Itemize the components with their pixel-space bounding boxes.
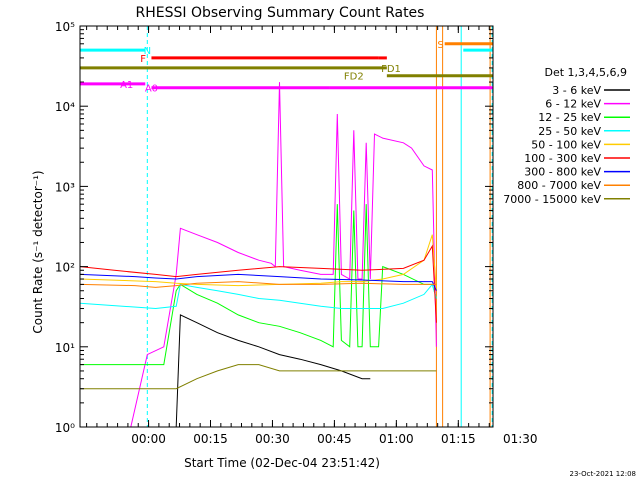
series-line-7: [80, 273, 437, 291]
legend-label: 25 - 50 keV: [538, 125, 601, 138]
series-line-4: [80, 283, 437, 310]
y-tick-label: 10¹: [55, 341, 75, 355]
legend-label: 7000 - 15000 keV: [503, 193, 601, 206]
y-tick-label: 10⁰: [55, 421, 75, 435]
plot-area: 00:00 00:15 00:30 00:45 01:00 01:15 01:30 10⁰ 10…: [55, 20, 538, 446]
series-line-9: [80, 364, 437, 390]
flag-label: A1: [120, 80, 133, 91]
series-line-2: [80, 82, 437, 427]
flag-label: FD2: [344, 72, 364, 83]
y-tick-label: 10⁴: [55, 100, 75, 114]
legend-title: Det 1,3,4,5,6,9: [544, 66, 627, 79]
legend-label: 12 - 25 keV: [538, 111, 601, 124]
series-line-5: [80, 234, 437, 291]
x-axis-label: Start Time (02-Dec-04 23:51:42): [184, 456, 380, 470]
x-tick-label: 00:00: [131, 432, 166, 446]
y-tick-label: 10²: [55, 261, 75, 275]
legend-label: 3 - 6 keV: [552, 84, 601, 97]
plot-frame: [79, 25, 494, 428]
flag-label: FD1: [381, 64, 401, 75]
flag-label: F: [140, 54, 146, 65]
series-line-1: [175, 314, 371, 427]
x-tick-label: 01:15: [441, 432, 476, 446]
y-tick-label: 10³: [55, 180, 75, 194]
footer-timestamp: 23-Oct-2021 12:08: [570, 470, 636, 478]
x-tick-label: 01:00: [379, 432, 414, 446]
legend-label: 800 - 7000 keV: [517, 179, 601, 192]
chart-title: RHESSI Observing Summary Count Rates: [136, 5, 425, 21]
x-tick-label: 00:30: [255, 432, 290, 446]
flag-label: S: [437, 40, 443, 51]
x-tick-label: 00:45: [317, 432, 352, 446]
x-tick-label: 00:15: [193, 432, 228, 446]
flag-label: A0: [145, 84, 158, 95]
legend-label: 50 - 100 keV: [531, 138, 601, 151]
flag-label: N: [144, 46, 151, 57]
series-line-3: [80, 204, 437, 366]
y-axis-label: Count Rate (s⁻¹ detector⁻¹): [31, 170, 45, 333]
y-tick-label: 10⁵: [55, 20, 75, 34]
x-tick-label: 01:30: [503, 432, 538, 446]
legend-label: 300 - 800 keV: [524, 166, 601, 179]
series-line-8: [80, 281, 437, 288]
legend-label: 6 - 12 keV: [545, 98, 601, 111]
plot-content: [80, 26, 493, 427]
series-line-6: [80, 244, 437, 323]
legend-label: 100 - 300 keV: [524, 152, 601, 165]
